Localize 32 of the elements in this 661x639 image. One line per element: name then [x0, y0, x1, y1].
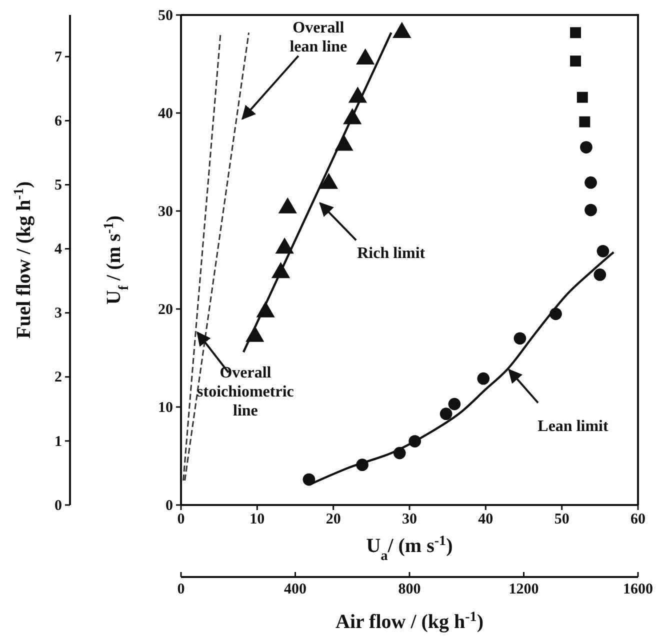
x2-tick-label: 0: [177, 582, 185, 598]
y-tick-label: 0: [166, 498, 173, 514]
y-tick-label: 30: [158, 204, 173, 220]
y2-tick-label: 5: [54, 178, 62, 194]
y-tick-label: 10: [158, 400, 173, 416]
x-tick-label: 40: [478, 512, 494, 528]
x2-tick-label: 1200: [508, 582, 539, 598]
y2-tick-label: 1: [54, 434, 62, 450]
x2-axis-title: Air flow / (kg h$^{-1}$): [336, 610, 484, 633]
x-tick-label: 50: [554, 512, 570, 528]
x2-tick-label: 1600: [623, 582, 653, 598]
x2-tick-label: 800: [398, 582, 421, 598]
annotation: Rich limit: [357, 245, 426, 262]
x-tick-label: 60: [630, 512, 646, 528]
y2-tick-label: 7: [54, 49, 62, 66]
annotation: Lean limit: [538, 418, 609, 435]
annotation: Overall stoichiometric line: [197, 364, 294, 420]
y-tick-label: 40: [158, 106, 173, 122]
x-axis-title: U$_{a}$/ (m s$^{-1}$): [366, 534, 453, 564]
y2-tick-label: 0: [54, 498, 62, 514]
annotation: Overall lean line: [290, 19, 348, 56]
y2-tick-label: 3: [54, 306, 62, 322]
y2-tick-label: 6: [54, 113, 62, 130]
x-tick-label: 20: [326, 512, 341, 528]
y-tick-label: 50: [158, 8, 173, 24]
y2-tick-label: 2: [54, 370, 62, 386]
x-tick-label: 30: [402, 512, 417, 528]
x-tick-label: 10: [250, 512, 265, 528]
x2-tick-label: 400: [284, 582, 306, 598]
y-tick-label: 20: [158, 302, 173, 318]
y2-tick-label: 4: [54, 242, 62, 258]
x-tick-label: 0: [177, 512, 185, 528]
